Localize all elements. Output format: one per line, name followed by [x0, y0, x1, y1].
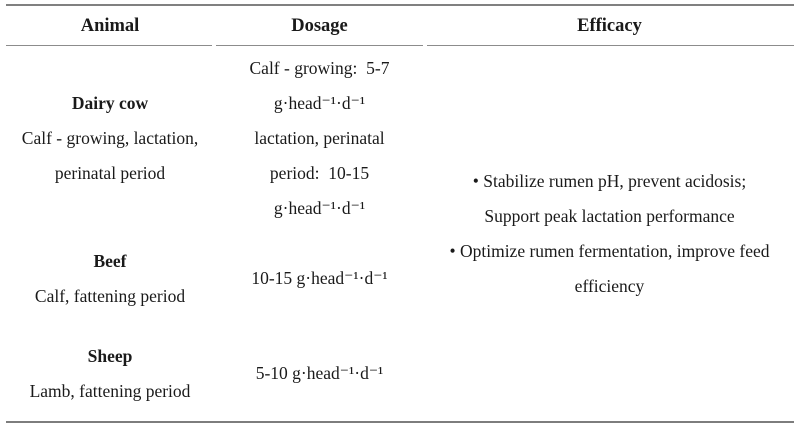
animal-cell: Beef Calf, fattening period	[6, 231, 214, 326]
table-row-beef: Beef Calf, fattening period 10-15 g·head…	[6, 231, 794, 326]
table-row-sheep: Sheep Lamb, fattening period 5-10 g·head…	[6, 326, 794, 422]
animal-name: Dairy cow	[71, 93, 149, 113]
animal-name: Sheep	[87, 345, 133, 366]
header-row: Animal Dosage Efficacy	[6, 5, 794, 46]
col-header-dosage: Dosage	[214, 5, 425, 46]
animal-name: Beef	[93, 250, 127, 271]
col-header-animal: Animal	[6, 5, 214, 46]
col-header-efficacy: Efficacy	[425, 5, 794, 46]
dosage-cell: 10-15 g·head⁻¹·d⁻¹	[251, 268, 388, 288]
animal-periods: Lamb, fattening period	[29, 380, 191, 401]
dosage-cell: 5-10 g·head⁻¹·d⁻¹	[255, 363, 384, 383]
animal-cell: Sheep Lamb, fattening period	[6, 326, 214, 422]
animal-periods: Calf, fattening period	[34, 285, 186, 306]
animal-periods: Calf - growing, lactation, perinatal per…	[21, 128, 199, 183]
dosage-cell: Calf - growing: 5-7 g·head⁻¹·d⁻¹ lactati…	[249, 58, 390, 218]
table-row-dairy-cow: Dairy cow Calf - growing, lactation, per…	[6, 46, 794, 296]
efficacy-cell: • Stabilize rumen pH, prevent acidosis; …	[449, 170, 770, 296]
dosage-table: Animal Dosage Efficacy Dairy cow Calf - …	[6, 4, 794, 423]
animal-cell: Dairy cow Calf - growing, lactation, per…	[6, 46, 214, 231]
